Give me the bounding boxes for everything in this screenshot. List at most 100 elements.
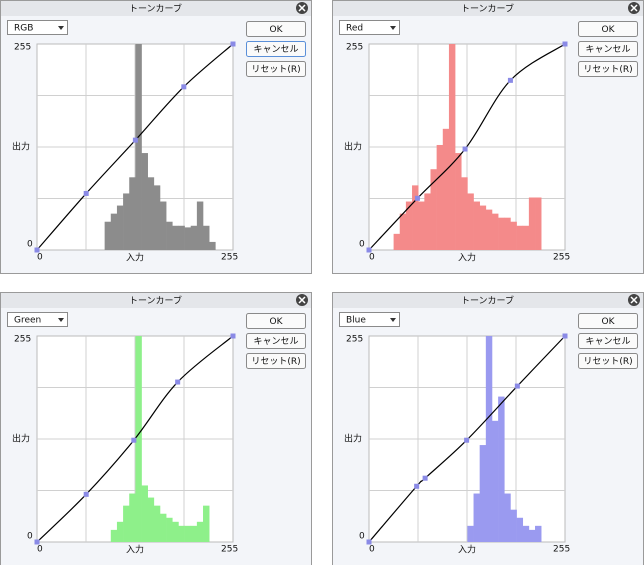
control-point[interactable]: [414, 195, 420, 201]
button[interactable]: [246, 61, 306, 77]
channel-dropdown[interactable]: [339, 20, 400, 35]
y-max-label: 255: [346, 43, 363, 53]
histogram-bar: [399, 213, 407, 250]
histogram-bar: [436, 144, 444, 250]
control-point[interactable]: [562, 41, 568, 47]
control-point[interactable]: [83, 491, 89, 497]
control-point[interactable]: [230, 41, 236, 47]
tone-curve: [368, 335, 566, 543]
histogram-bar: [510, 509, 517, 542]
button-label: キャンセル: [253, 44, 298, 55]
histogram-bar: [491, 420, 499, 542]
dialog-title: トーンカーブ: [461, 295, 514, 307]
histogram-bar: [535, 525, 542, 542]
button[interactable]: [578, 313, 638, 329]
histogram-bar: [141, 153, 148, 250]
channel-dropdown[interactable]: [7, 312, 68, 327]
control-point[interactable]: [132, 137, 138, 143]
dialog-title: トーンカーブ: [129, 295, 182, 307]
control-point[interactable]: [514, 383, 520, 389]
button-label: OK: [270, 317, 284, 327]
histogram-bar: [166, 517, 173, 542]
control-point[interactable]: [562, 333, 568, 339]
y-max-label: 255: [14, 335, 31, 345]
histogram-bar: [135, 44, 142, 250]
histogram-bar: [184, 227, 192, 250]
x-axis-label: 入力: [126, 544, 144, 556]
histogram-bar: [147, 497, 155, 542]
x-min-label: 0: [37, 545, 43, 555]
control-point[interactable]: [131, 437, 137, 443]
button-label: OK: [270, 25, 284, 35]
control-point[interactable]: [83, 190, 89, 196]
histogram-bar: [485, 209, 493, 250]
control-point[interactable]: [175, 379, 181, 385]
y-max-label: 255: [346, 335, 363, 345]
button[interactable]: [578, 41, 638, 57]
y-axis-label: 出力: [344, 433, 362, 445]
title-bar: [333, 1, 643, 16]
x-max-label: 255: [553, 253, 570, 263]
button[interactable]: [578, 333, 638, 349]
button-label: リセット(R): [583, 64, 632, 75]
channel-dropdown[interactable]: [339, 312, 400, 327]
histogram-bar: [498, 396, 505, 542]
dialog-title: トーンカーブ: [129, 3, 182, 15]
histogram-bar: [172, 225, 179, 250]
histogram-bar: [393, 233, 401, 250]
histogram-bar: [442, 128, 450, 250]
button[interactable]: [578, 61, 638, 77]
button[interactable]: [578, 353, 638, 369]
histogram-bar: [510, 221, 517, 250]
button[interactable]: [246, 313, 306, 329]
control-point[interactable]: [414, 483, 420, 489]
control-point[interactable]: [230, 333, 236, 339]
histogram-bar: [184, 525, 192, 542]
control-point[interactable]: [181, 84, 187, 90]
histogram-bar: [473, 493, 480, 542]
histogram-bar: [147, 177, 155, 250]
button[interactable]: [246, 333, 306, 349]
histogram-bar: [504, 493, 511, 542]
button-label: キャンセル: [253, 336, 298, 347]
control-point[interactable]: [507, 77, 513, 83]
control-point[interactable]: [34, 539, 40, 545]
y-min-label: 0: [27, 240, 33, 250]
histogram-bar: [209, 241, 216, 250]
dialog-title: トーンカーブ: [461, 3, 514, 15]
histogram-bar: [412, 185, 419, 250]
x-axis-label: 入力: [458, 252, 476, 264]
histogram-bar: [455, 153, 462, 250]
button-label: キャンセル: [585, 336, 630, 347]
control-point[interactable]: [464, 437, 470, 443]
histogram-bar: [491, 213, 499, 250]
histogram-bar: [418, 201, 425, 250]
button-label: キャンセル: [585, 44, 630, 55]
close-icon: [298, 296, 306, 304]
button[interactable]: [246, 41, 306, 57]
histogram-bar: [153, 185, 161, 250]
title-bar: [1, 293, 311, 308]
histogram-bar: [129, 177, 136, 250]
control-point[interactable]: [422, 475, 428, 481]
control-point[interactable]: [34, 247, 40, 253]
histogram-bar: [203, 225, 210, 250]
button[interactable]: [578, 21, 638, 37]
histogram-bar: [430, 169, 437, 250]
channel-dropdown[interactable]: [7, 20, 68, 35]
channel-value: Red: [346, 24, 363, 34]
control-point[interactable]: [366, 247, 372, 253]
button[interactable]: [246, 353, 306, 369]
control-point[interactable]: [366, 539, 372, 545]
x-min-label: 0: [369, 253, 375, 263]
x-max-label: 255: [221, 253, 238, 263]
dropdown-arrow: [58, 26, 64, 30]
histogram-bar: [172, 521, 179, 542]
button[interactable]: [246, 21, 306, 37]
control-point[interactable]: [462, 146, 468, 152]
title-bar: [333, 293, 643, 308]
